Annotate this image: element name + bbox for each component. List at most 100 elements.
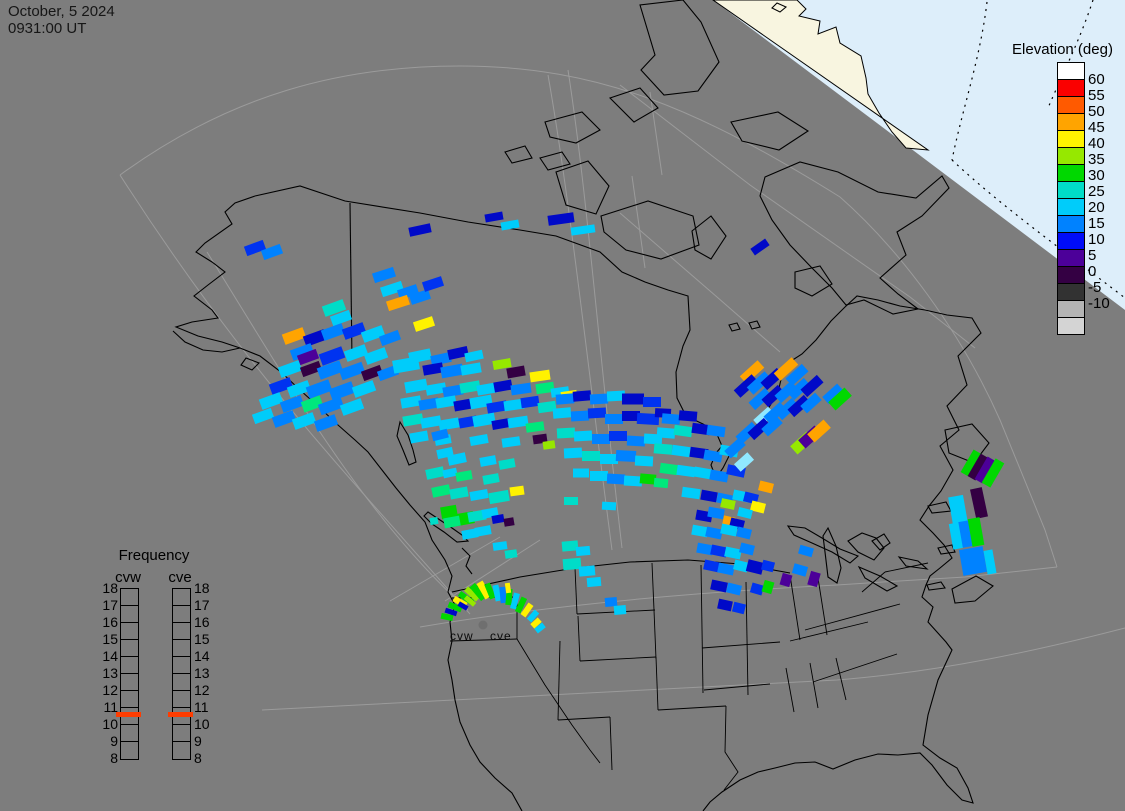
colorbar-box	[1057, 317, 1085, 335]
echo-tile	[503, 517, 515, 527]
echo-tile	[509, 485, 525, 497]
frequency-tick-label: 16	[194, 614, 210, 630]
echo-tile	[653, 477, 669, 489]
echo-tile	[504, 549, 518, 559]
colorbar-tick-label: 25	[1088, 183, 1105, 200]
echo-tile	[735, 421, 759, 445]
echo-tile	[779, 572, 793, 588]
colorbar-tick-label: 15	[1088, 215, 1105, 232]
daylight-sea	[713, 0, 1125, 310]
echo-tile	[472, 412, 496, 428]
echo-tile	[615, 449, 637, 463]
echo-tile	[341, 322, 367, 340]
echo-tile	[296, 348, 320, 366]
echo-tile	[461, 528, 479, 540]
echo-tile	[440, 612, 454, 622]
echo-tile	[459, 380, 481, 394]
echo-tile	[363, 347, 389, 365]
state-border	[703, 683, 771, 691]
echo-tile	[469, 489, 489, 501]
frequency-tick-label: 14	[194, 648, 210, 664]
colorbar-box	[1057, 113, 1085, 131]
echo-tiles	[243, 211, 1005, 634]
frequency-bar-cell	[121, 674, 138, 691]
island-outline	[539, 151, 571, 171]
echo-tile	[520, 395, 540, 409]
coastline	[240, 357, 260, 371]
echo-tile	[773, 357, 799, 381]
echo-tile	[761, 384, 785, 408]
echo-tile	[491, 418, 511, 430]
echo-tile	[710, 579, 728, 593]
echo-tile	[504, 582, 512, 594]
echo-tile	[453, 398, 473, 412]
frequency-tick-label: 14	[102, 648, 118, 664]
colorbar-tick-label: 60	[1088, 71, 1105, 88]
coastlines	[172, 0, 994, 811]
echo-tile	[705, 526, 723, 540]
echo-tile	[561, 540, 579, 552]
echo-tile	[822, 383, 844, 405]
elevation-legend-title: Elevation (deg)	[1012, 41, 1113, 58]
echo-tile	[673, 424, 693, 438]
graticule-line	[649, 91, 663, 176]
echo-tile	[725, 582, 743, 596]
radar-site-dot	[478, 620, 488, 630]
echo-tile	[447, 601, 463, 613]
echo-tile	[492, 584, 502, 602]
echo-tile	[469, 582, 487, 602]
frequency-tick-label: 8	[110, 750, 118, 766]
echo-tile	[757, 480, 775, 494]
echo-tile	[775, 397, 799, 421]
echo-tile	[547, 212, 575, 226]
frequency-bar-cell	[121, 640, 138, 657]
echo-tile	[449, 486, 469, 500]
echo-tile	[731, 601, 747, 615]
island-outline	[544, 111, 601, 144]
frequency-tick-label: 9	[194, 733, 202, 749]
echo-tile	[749, 500, 767, 514]
radar-site-dot	[478, 620, 488, 630]
echo-tile	[422, 362, 444, 376]
echo-tile	[967, 517, 985, 547]
state-border	[449, 638, 518, 642]
echo-tile	[514, 596, 528, 614]
state-border	[861, 571, 886, 593]
colorbar-tick-label: -5	[1088, 279, 1102, 296]
echo-tile	[537, 400, 557, 414]
state-border	[785, 667, 795, 713]
frequency-tick-label: 13	[102, 665, 118, 681]
echo-tile	[430, 352, 452, 366]
echo-tile	[492, 541, 508, 551]
echo-tile	[573, 430, 593, 442]
echo-tile	[520, 602, 534, 618]
echo-tile	[717, 562, 735, 576]
echo-tile	[479, 455, 497, 467]
echo-tile	[600, 454, 618, 464]
echo-tile	[717, 598, 733, 612]
echo-tile	[676, 464, 696, 478]
echo-tile	[693, 466, 713, 480]
echo-tile	[613, 604, 627, 616]
echo-tile	[564, 497, 578, 505]
echo-tile	[703, 449, 723, 463]
coastline	[172, 330, 241, 353]
frequency-bar-cell	[173, 708, 190, 725]
state-border	[701, 641, 781, 649]
frequency-bar-cell	[121, 725, 138, 742]
echo-tile	[431, 428, 449, 442]
island-outline	[951, 575, 994, 604]
echo-tile	[732, 559, 750, 573]
state-border	[653, 609, 657, 660]
state-border	[804, 603, 901, 631]
echo-tile	[251, 407, 275, 425]
lake-outline	[822, 526, 842, 584]
echo-tile	[402, 413, 424, 427]
echo-tile	[948, 494, 968, 526]
echo-tile	[510, 592, 520, 610]
echo-tile	[535, 381, 555, 395]
echo-tile	[436, 446, 454, 460]
colorbar-tick-label: 10	[1088, 231, 1105, 248]
colorbar-box	[1057, 300, 1085, 318]
